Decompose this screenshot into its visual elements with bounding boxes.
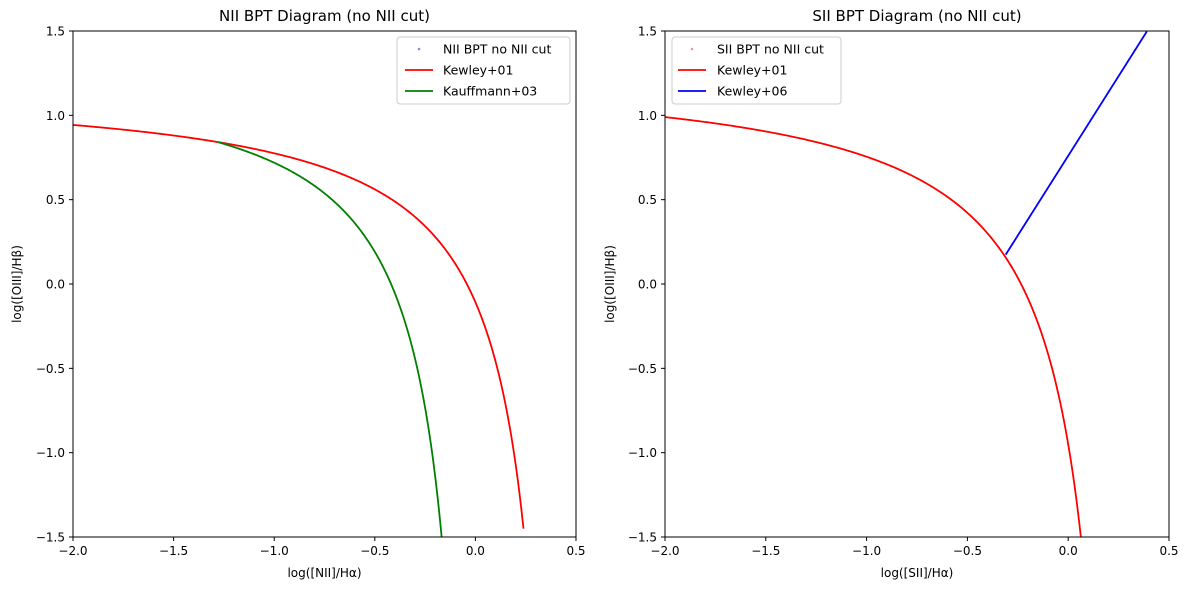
sii-legend-label: Kewley+01 <box>717 63 787 78</box>
sii-legend: SII BPT no NII cut Kewley+01 Kewley+06 <box>671 36 842 105</box>
sii-series-kewley06 <box>1004 31 1148 256</box>
sii-chart-title: SII BPT Diagram (no NII cut) <box>812 7 1021 25</box>
sii-y-tick-label: 1.0 <box>638 109 657 123</box>
nii-legend-label: Kauffmann+03 <box>443 84 537 99</box>
sii-y-axis-label: log([OIII]/Hβ) <box>603 245 617 323</box>
nii-y-tick-label: 0.0 <box>46 278 65 292</box>
sii-y-tick-label: 0.0 <box>638 278 657 292</box>
nii-y-tick-label: 1.0 <box>46 109 65 123</box>
nii-x-tick-label: 0.5 <box>566 544 585 558</box>
sii-legend-label: Kewley+06 <box>717 84 787 99</box>
sii-y-tick-label: 0.5 <box>638 193 657 207</box>
sii-bpt-panel: SII BPT Diagram (no NII cut) −2.0 −1.5 −1.… <box>603 7 1179 580</box>
sii-x-tick-label: −1.0 <box>852 544 881 558</box>
nii-x-axis-label: log([NII]/Hα) <box>287 566 361 580</box>
nii-axes-frame <box>72 30 577 538</box>
sii-legend-scatter-marker <box>690 47 694 51</box>
nii-x-tick-label: −1.5 <box>159 544 188 558</box>
nii-x-tick-label: −0.5 <box>360 544 389 558</box>
nii-bpt-panel: NII BPT Diagram (no NII cut) −2.0 −1.5 −1.… <box>10 7 586 580</box>
nii-y-tick-label: 1.5 <box>46 25 65 39</box>
sii-legend-box <box>671 36 842 105</box>
nii-series-kauffmann03 <box>217 141 443 537</box>
nii-y-tick-label: −1.5 <box>36 531 65 545</box>
nii-chart-title: NII BPT Diagram (no NII cut) <box>219 7 430 25</box>
sii-y-tick-label: −1.0 <box>628 446 657 460</box>
nii-legend: NII BPT no NII cut Kewley+01 Kauffmann+0… <box>396 36 571 105</box>
sii-y-tick-label: −0.5 <box>628 362 657 376</box>
nii-legend-label: Kewley+01 <box>443 63 513 78</box>
nii-y-tick-label: 0.5 <box>46 193 65 207</box>
sii-x-tick-label: −0.5 <box>953 544 982 558</box>
nii-x-tick-label: 0.0 <box>466 544 485 558</box>
nii-y-tick-label: −0.5 <box>36 362 65 376</box>
sii-x-tick-label: −2.0 <box>650 544 679 558</box>
sii-legend-label: SII BPT no NII cut <box>717 42 824 57</box>
sii-x-axis-label: log([SII]/Hα) <box>881 566 954 580</box>
nii-legend-scatter-marker <box>417 47 421 51</box>
nii-series-kewley01 <box>73 124 525 529</box>
sii-x-tick-label: 0.5 <box>1159 544 1178 558</box>
nii-legend-box <box>396 36 571 105</box>
nii-y-axis-label: log([OIII]/Hβ) <box>10 245 24 323</box>
sii-y-tick-label: 1.5 <box>638 25 657 39</box>
nii-x-tick-label: −2.0 <box>58 544 87 558</box>
sii-y-tick-label: −1.5 <box>628 531 657 545</box>
sii-axes-frame <box>664 30 1170 538</box>
sii-x-tick-label: 0.0 <box>1059 544 1078 558</box>
nii-y-tick-label: −1.0 <box>36 446 65 460</box>
nii-x-tick-label: −1.0 <box>260 544 289 558</box>
sii-series-kewley01 <box>665 116 1082 537</box>
sii-x-tick-label: −1.5 <box>751 544 780 558</box>
nii-legend-label: NII BPT no NII cut <box>443 42 551 57</box>
